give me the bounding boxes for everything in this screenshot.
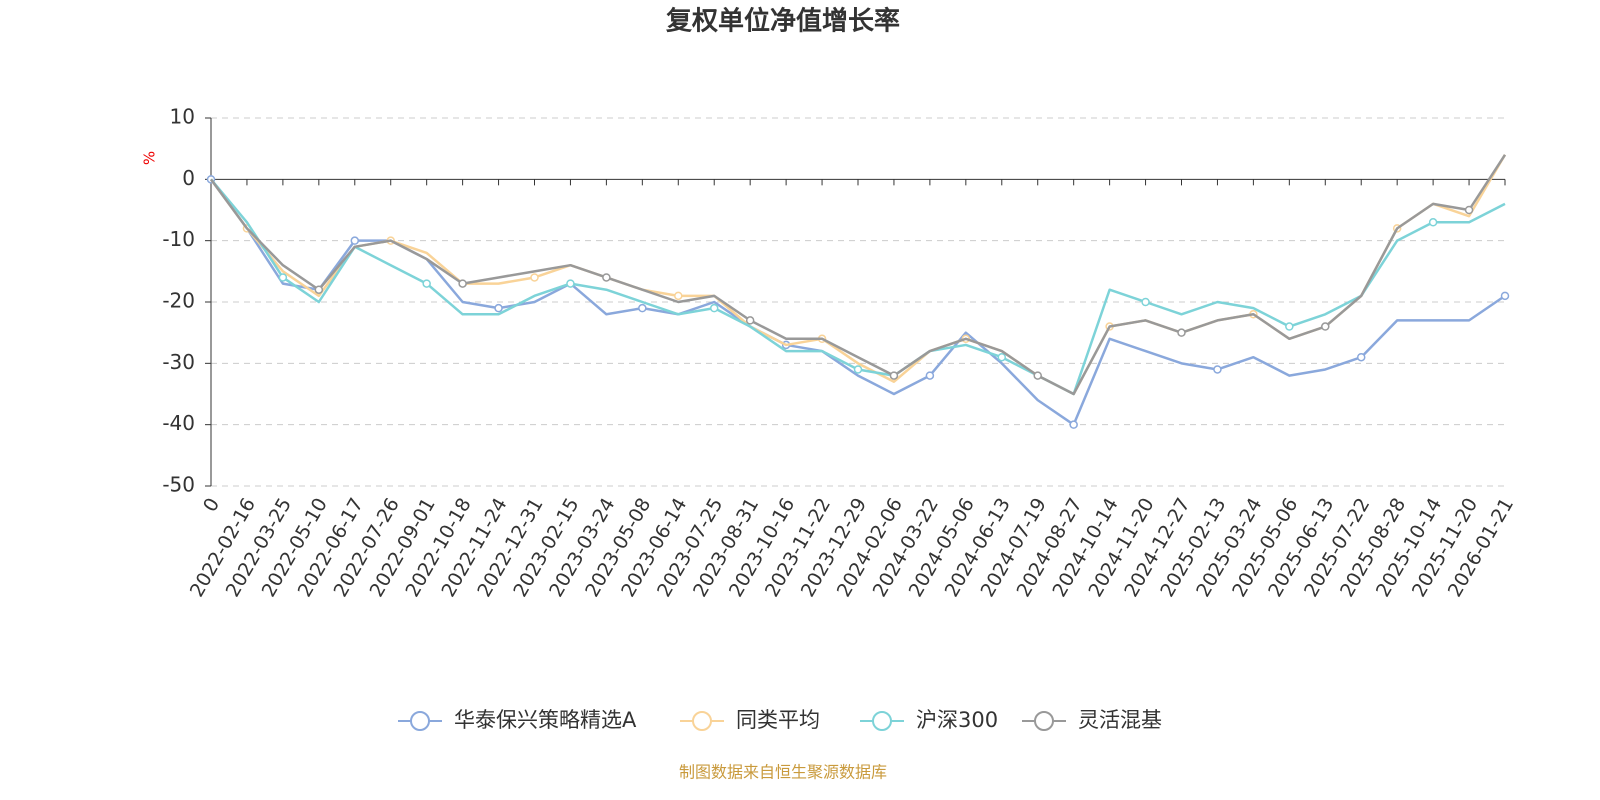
point-marker — [566, 279, 575, 288]
point-marker — [1356, 352, 1366, 362]
point-marker — [745, 316, 755, 325]
point-marker — [1428, 218, 1438, 227]
point-marker — [602, 273, 611, 282]
y-tick-label: -20 — [162, 289, 195, 313]
legend-label: 灵活混基 — [1078, 708, 1162, 732]
point-marker — [314, 285, 324, 294]
point-marker — [1069, 420, 1078, 429]
point-marker — [1141, 297, 1150, 307]
point-marker — [709, 303, 719, 313]
point-marker — [278, 273, 288, 282]
legend-marker — [1034, 711, 1054, 731]
legend-label: 沪深300 — [916, 708, 998, 732]
y-tick-label: 0 — [182, 166, 195, 190]
point-marker — [422, 279, 431, 288]
legend-item: 华泰保兴策略精选A — [398, 708, 637, 732]
y-tick-label: -30 — [162, 350, 195, 374]
y-tick-label: -10 — [162, 227, 195, 251]
legend-item: 同类平均 — [680, 708, 820, 732]
y-tick-label: 10 — [170, 105, 195, 129]
chart-title: 复权单位净值增长率 — [666, 6, 900, 37]
series-line — [209, 178, 1506, 426]
point-marker — [638, 303, 647, 313]
legend-marker — [692, 711, 712, 731]
point-marker — [1177, 328, 1186, 337]
y-tick-label: -50 — [162, 473, 195, 497]
legend-item: 沪深300 — [860, 708, 998, 732]
y-tick-label: -40 — [162, 411, 195, 435]
point-marker — [997, 352, 1007, 362]
series-line — [209, 154, 1507, 396]
legend-marker — [410, 711, 430, 731]
point-marker — [350, 236, 360, 245]
legend-label: 华泰保兴策略精选A — [454, 708, 637, 732]
point-marker — [1464, 205, 1474, 215]
point-marker — [1321, 322, 1330, 331]
point-marker — [674, 291, 683, 301]
point-marker — [889, 371, 899, 380]
point-marker — [494, 303, 503, 313]
series-line — [210, 178, 1506, 396]
source-note: 制图数据来自恒生聚源数据库 — [679, 763, 887, 782]
x-tick-label: 0 — [199, 494, 224, 515]
y-axis-label: % — [141, 151, 159, 165]
point-marker — [1033, 371, 1042, 380]
point-marker — [853, 365, 863, 374]
legend-marker — [872, 711, 892, 731]
point-marker — [1500, 291, 1510, 301]
point-marker — [530, 273, 539, 282]
legend-item: 灵活混基 — [1022, 708, 1162, 732]
point-marker — [458, 279, 467, 288]
point-marker — [1285, 322, 1294, 331]
point-marker — [1213, 365, 1222, 374]
legend-label: 同类平均 — [736, 708, 820, 732]
point-marker — [925, 371, 935, 380]
